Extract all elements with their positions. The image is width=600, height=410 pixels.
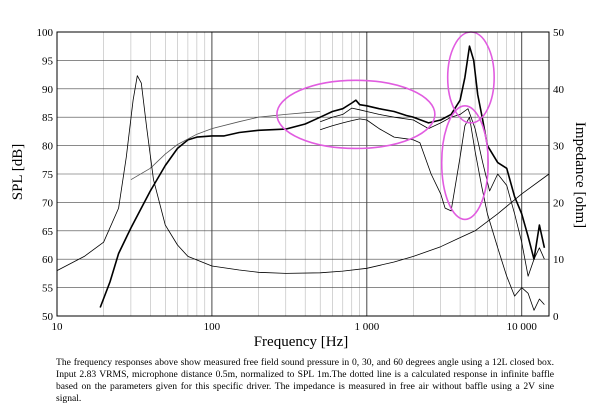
y2-tick-label: 40 bbox=[553, 84, 565, 96]
tick-labels: 10 100 1 000 10 000 50 55 60 65 70 75 80 85 90 95 100 0… bbox=[37, 27, 565, 333]
y-tick-label: 85 bbox=[42, 112, 54, 124]
y2-tick-label: 30 bbox=[553, 141, 565, 153]
y2-tick-label: 0 bbox=[553, 311, 559, 323]
x-tick-label: 10 000 bbox=[507, 321, 538, 333]
series-line bbox=[130, 111, 321, 181]
series-line bbox=[99, 45, 546, 308]
plot-frame bbox=[56, 31, 550, 317]
y-axis-title: SPL [dB] bbox=[10, 144, 26, 201]
x-tick-label: 10 bbox=[52, 321, 64, 333]
y2-tick-label: 10 bbox=[553, 254, 565, 266]
frequency-response-chart: 10 100 1 000 10 000 50 55 60 65 70 75 80 85 90 95 100 0… bbox=[10, 27, 588, 350]
series-line bbox=[320, 116, 545, 311]
series-line bbox=[320, 107, 545, 277]
y2-tick-label: 20 bbox=[553, 197, 565, 209]
y-tick-label: 55 bbox=[42, 283, 54, 295]
highlight-circle bbox=[276, 79, 436, 150]
y-tick-label: 75 bbox=[42, 169, 54, 181]
x-tick-label: 1 000 bbox=[354, 321, 379, 333]
y-tick-label: 50 bbox=[42, 311, 54, 323]
y-tick-label: 95 bbox=[42, 55, 54, 67]
highlight-circle bbox=[440, 105, 489, 221]
series-line bbox=[56, 75, 550, 274]
y2-tick-label: 50 bbox=[553, 27, 565, 39]
y-tick-label: 70 bbox=[42, 197, 54, 209]
y-tick-label: 60 bbox=[42, 254, 54, 266]
y2-axis-title: Impedance [ohm] bbox=[572, 122, 588, 228]
chart-caption: The frequency responses above show measu… bbox=[56, 357, 554, 404]
series-layer bbox=[56, 45, 550, 311]
x-axis-title: Frequency [Hz] bbox=[254, 334, 349, 350]
y-tick-label: 80 bbox=[42, 141, 54, 153]
highlight-circles bbox=[276, 31, 495, 221]
y-tick-label: 65 bbox=[42, 226, 54, 238]
x-tick-label: 100 bbox=[204, 321, 221, 333]
y-tick-label: 100 bbox=[37, 27, 54, 39]
y-tick-label: 90 bbox=[42, 84, 54, 96]
